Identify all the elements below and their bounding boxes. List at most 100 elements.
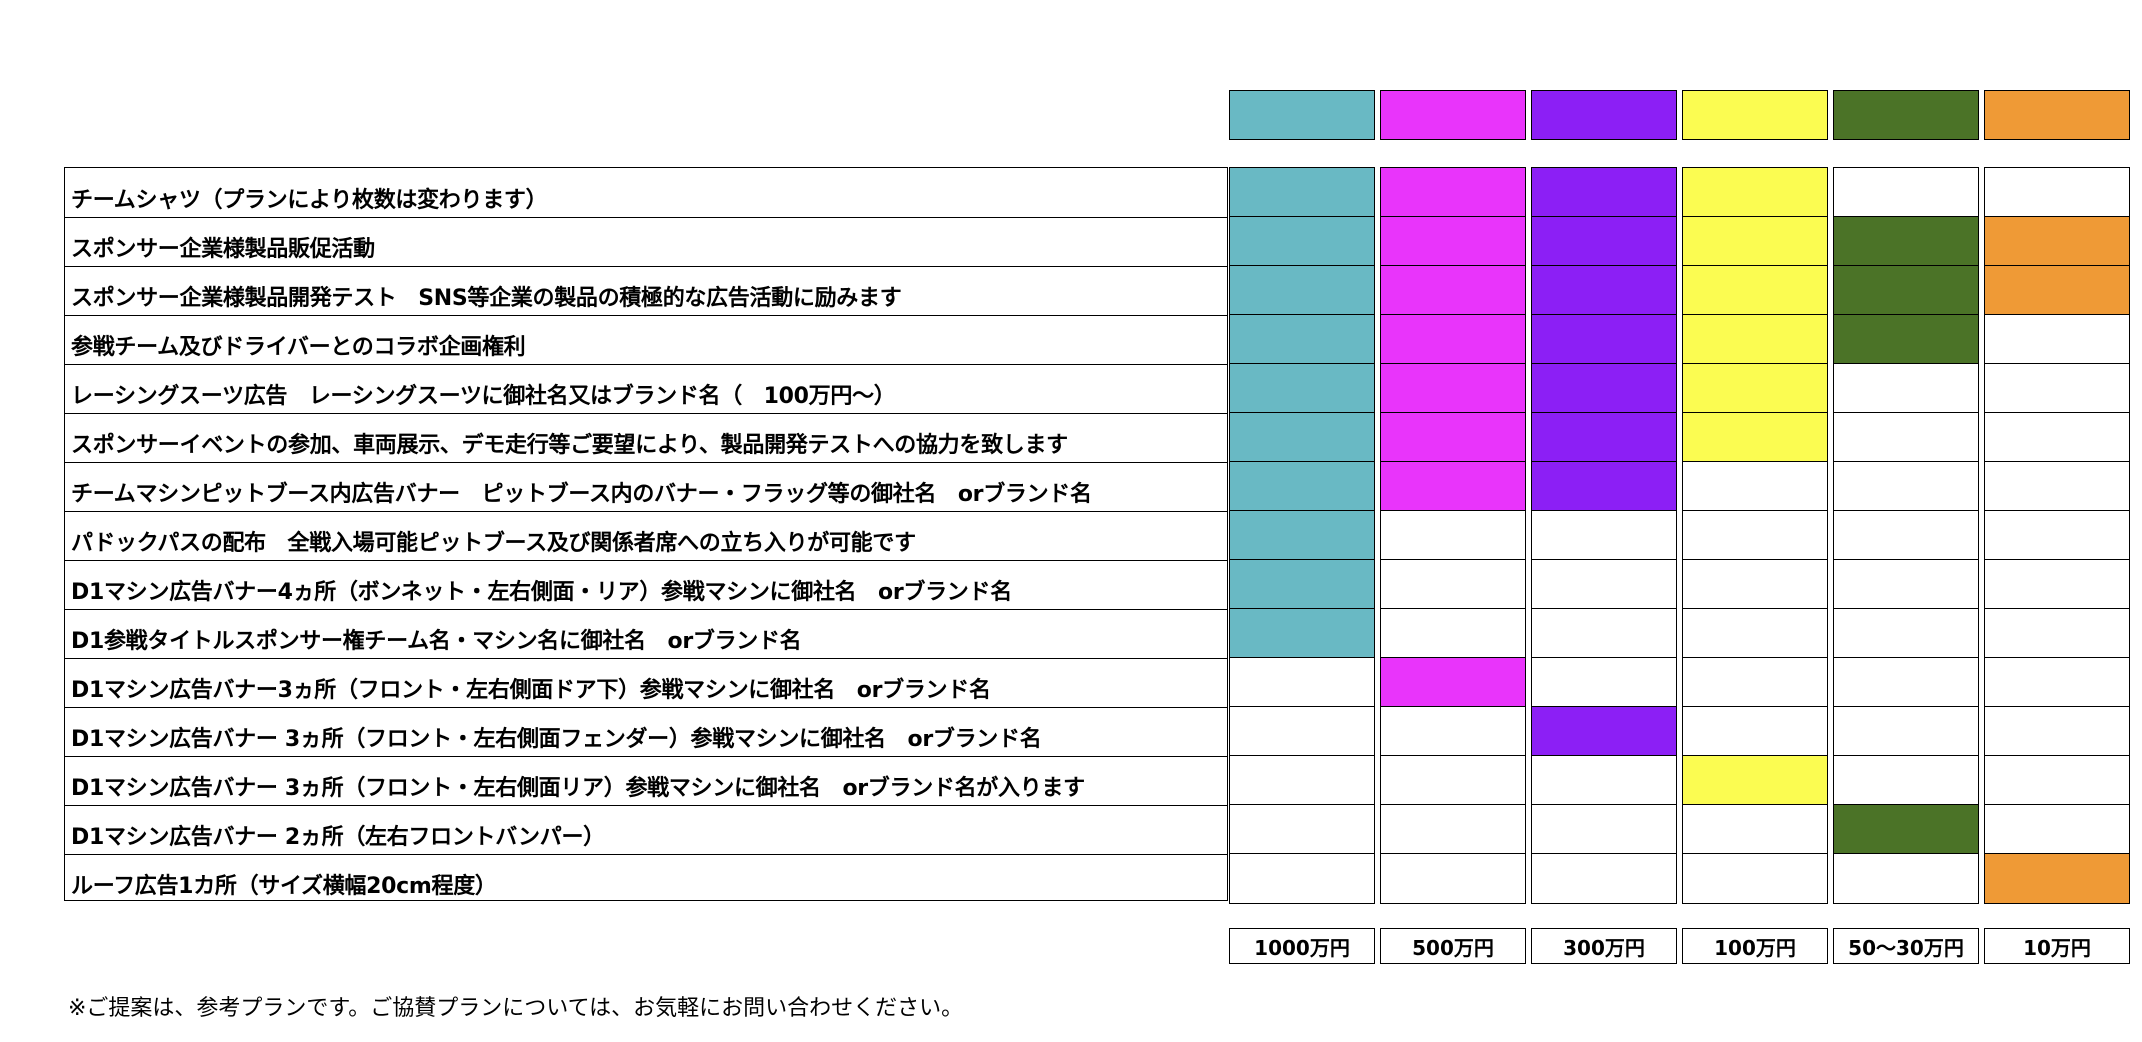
plan-cell-included [1682,363,1828,414]
plan-cell-included [1229,167,1375,218]
plan-6-color-swatch [1984,90,2130,140]
plan-cell-empty [1833,363,1979,414]
plan-cell-included [1531,216,1677,267]
benefit-label: D1マシン広告バナー 3ヵ所（フロント・左右側面フェンダー）参戦マシンに御社名 … [71,727,1042,752]
footnote: ※ご提案は、参考プランです。ご協賛プランについては、お気軽にお問い合わせください… [68,996,964,1021]
plan-4-price: 100万円 [1682,928,1828,964]
plan-cell-empty [1682,559,1828,610]
plan-cell-included [1229,608,1375,659]
plan-cell-included [1229,559,1375,610]
plan-cell-empty [1229,706,1375,757]
plan-cell-empty [1984,412,2130,463]
plan-cell-empty [1833,167,1979,218]
benefit-label: チームシャツ（プランにより枚数は変わります） [71,188,548,213]
plan-cell-included [1229,265,1375,316]
benefit-label: ルーフ広告1カ所（サイズ横幅20cm程度） [71,874,497,899]
plan-cell-empty [1833,706,1979,757]
plan-6-price: 10万円 [1984,928,2130,964]
plan-cell-included [1984,853,2130,904]
plan-2-color-swatch [1380,90,1526,140]
plan-cell-included [1531,167,1677,218]
benefit-row: 参戦チーム及びドライバーとのコラボ企画権利 [65,315,1227,364]
plan-5-price: 50～30万円 [1833,928,1979,964]
plan-cell-empty [1833,559,1979,610]
plan-4-color-swatch [1682,90,1828,140]
plan-cell-empty [1984,706,2130,757]
benefit-row: D1参戦タイトルスポンサー権チーム名・マシン名に御社名 orブランド名 [65,609,1227,658]
plan-cell-included [1682,216,1828,267]
plan-cell-empty [1984,804,2130,855]
benefit-label: D1マシン広告バナー 2ヵ所（左右フロントバンパー） [71,825,605,850]
plan-cell-included [1833,804,1979,855]
plan-cell-included [1380,314,1526,365]
plan-cell-included [1380,363,1526,414]
plan-cell-empty [1833,412,1979,463]
plan-cell-included [1229,412,1375,463]
plan-cell-included [1682,265,1828,316]
plan-cell-empty [1984,167,2130,218]
plan-cell-empty [1380,510,1526,561]
plan-cell-empty [1380,559,1526,610]
plan-cell-included [1380,657,1526,708]
plan-cell-empty [1682,804,1828,855]
plan-cell-empty [1984,363,2130,414]
benefit-row: スポンサー企業様製品販促活動 [65,217,1227,266]
benefit-label: スポンサー企業様製品開発テスト SNS等企業の製品の積極的な広告活動に励みます [71,286,902,311]
plan-cell-empty [1833,461,1979,512]
plan-cell-included [1682,412,1828,463]
benefit-row: D1マシン広告バナー3ヵ所（フロント・左右側面ドア下）参戦マシンに御社名 orブ… [65,658,1227,707]
benefit-label: D1マシン広告バナー3ヵ所（フロント・左右側面ドア下）参戦マシンに御社名 orブ… [71,678,991,703]
plan-cell-included [1229,314,1375,365]
benefit-row: スポンサー企業様製品開発テスト SNS等企業の製品の積極的な広告活動に励みます [65,266,1227,315]
plan-cell-included [1531,314,1677,365]
benefit-row: レーシングスーツ広告 レーシングスーツに御社名又はブランド名（ 100万円～） [65,364,1227,413]
plan-cell-included [1682,755,1828,806]
plan-cell-empty [1229,804,1375,855]
plan-cell-empty [1682,706,1828,757]
plan-cell-empty [1984,608,2130,659]
plan-cell-included [1984,265,2130,316]
plan-cell-empty [1380,853,1526,904]
benefit-row: D1マシン広告バナー 3ヵ所（フロント・左右側面リア）参戦マシンに御社名 orブ… [65,756,1227,805]
benefit-row: D1マシン広告バナー 2ヵ所（左右フロントバンパー） [65,805,1227,854]
plan-cell-empty [1380,804,1526,855]
benefit-row: D1マシン広告バナー4ヵ所（ボンネット・左右側面・リア）参戦マシンに御社名 or… [65,560,1227,609]
plan-cell-empty [1380,608,1526,659]
plan-3-color-swatch [1531,90,1677,140]
plan-cell-empty [1531,755,1677,806]
benefit-label: チームマシンピットブース内広告バナー ピットブース内のバナー・フラッグ等の御社名… [71,482,1092,507]
plan-cell-included [1531,265,1677,316]
plan-cell-included [1531,363,1677,414]
benefits-table: チームシャツ（プランにより枚数は変わります） スポンサー企業様製品販促活動スポンサ… [64,167,1228,901]
plan-cell-empty [1984,461,2130,512]
plan-cell-included [1380,167,1526,218]
plan-cell-included [1682,314,1828,365]
plan-cell-empty [1229,755,1375,806]
plan-cell-empty [1682,461,1828,512]
benefit-label: D1参戦タイトルスポンサー権チーム名・マシン名に御社名 orブランド名 [71,629,802,654]
benefit-label: レーシングスーツ広告 レーシングスーツに御社名又はブランド名（ 100万円～） [71,384,896,409]
plan-cell-included [1229,363,1375,414]
plan-cell-included [1682,167,1828,218]
plan-cell-empty [1531,559,1677,610]
plan-cell-empty [1531,510,1677,561]
plan-cell-empty [1984,755,2130,806]
plan-cell-empty [1984,559,2130,610]
plan-2-price: 500万円 [1380,928,1526,964]
plan-cell-empty [1833,657,1979,708]
plan-cell-included [1229,510,1375,561]
benefit-label: D1マシン広告バナー 3ヵ所（フロント・左右側面リア）参戦マシンに御社名 orブ… [71,776,1085,801]
plan-cell-empty [1682,510,1828,561]
benefit-row: パドックパスの配布 全戦入場可能ピットブース及び関係者席への立ち入りが可能です [65,511,1227,560]
plan-cell-empty [1682,608,1828,659]
plan-cell-included [1380,461,1526,512]
benefit-label: スポンサーイベントの参加、車両展示、デモ走行等ご要望により、製品開発テストへの協… [71,433,1068,458]
plan-cell-empty [1833,755,1979,806]
benefit-row: チームシャツ（プランにより枚数は変わります） [65,168,1227,217]
benefit-label: パドックパスの配布 全戦入場可能ピットブース及び関係者席への立ち入りが可能です [71,531,916,556]
plan-cell-included [1531,461,1677,512]
benefit-label: スポンサー企業様製品販促活動 [71,237,375,262]
plan-cell-included [1833,314,1979,365]
plan-cell-included [1229,461,1375,512]
benefit-row: D1マシン広告バナー 3ヵ所（フロント・左右側面フェンダー）参戦マシンに御社名 … [65,707,1227,756]
